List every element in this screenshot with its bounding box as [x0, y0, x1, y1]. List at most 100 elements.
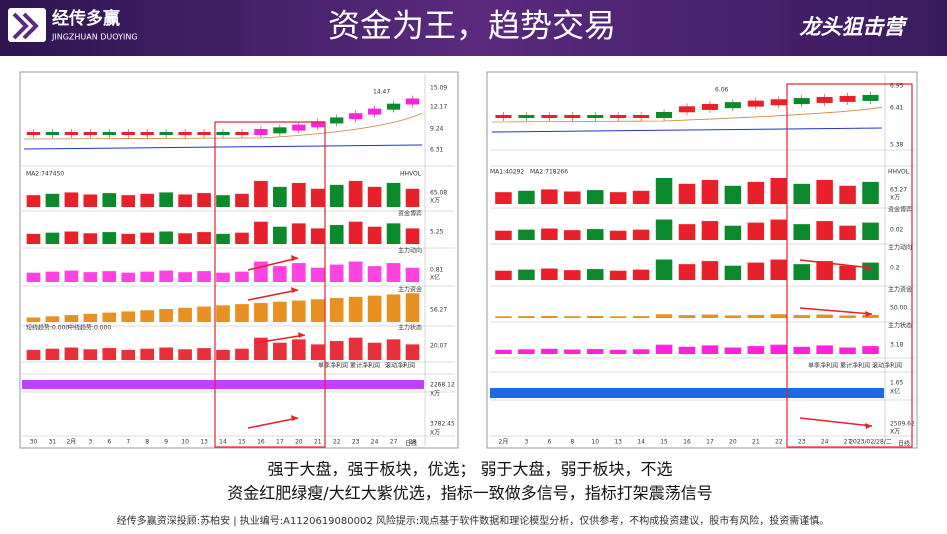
date-label: 31	[49, 439, 57, 446]
date-label: 27	[390, 439, 398, 446]
panel-label: MA2:718266	[530, 169, 568, 176]
axis-label: 56.27	[430, 307, 447, 314]
fund-bar	[770, 314, 788, 318]
game-bar	[724, 225, 742, 240]
vol-bar	[235, 193, 249, 207]
flow-bar	[140, 271, 155, 282]
flow-bar	[816, 261, 833, 280]
flow-bar	[367, 266, 382, 282]
arrow-head	[865, 265, 872, 271]
flow-bar	[701, 261, 719, 280]
candle	[349, 113, 363, 120]
axis-label: 9.24	[430, 126, 444, 133]
candle	[656, 112, 673, 118]
date-label: 24	[821, 439, 829, 446]
flow-bar	[518, 269, 535, 280]
date-label: 20	[295, 439, 303, 446]
date-label: 30	[30, 439, 38, 446]
state-bar	[678, 346, 696, 354]
state-bar	[386, 339, 401, 360]
candle	[159, 132, 173, 135]
vol-bar	[609, 192, 627, 204]
panel-label: 主力资金	[888, 286, 912, 294]
fund-bar	[348, 296, 363, 322]
fund-bar	[564, 316, 581, 318]
fund-bar	[405, 293, 420, 322]
fund-bar	[495, 316, 512, 318]
vol-bar	[724, 185, 742, 204]
vol-bar	[45, 193, 60, 207]
game-bar	[862, 222, 879, 240]
arrow-head	[865, 311, 872, 317]
date-label: 14	[637, 439, 645, 446]
flow-bar	[178, 272, 192, 282]
axis-label: X亿	[430, 274, 440, 282]
fund-bar	[839, 315, 856, 318]
axis-label: X万	[430, 198, 440, 205]
axis-label: 0.2	[890, 265, 900, 272]
candle	[178, 132, 192, 135]
arrow-head	[291, 287, 298, 293]
vol-bar	[310, 188, 325, 207]
vol-bar	[83, 194, 98, 207]
flow-bar	[254, 261, 268, 282]
footer: 经传多赢资深投顾:苏柏安 | 执业编号:A1120619080002 风险提示:…	[117, 514, 830, 527]
date-label: 3	[88, 439, 92, 446]
game-bar	[159, 231, 173, 244]
vol-bar	[632, 190, 650, 204]
flow-bar	[26, 272, 41, 282]
date-label: 28	[409, 439, 417, 446]
flow-bar	[291, 263, 306, 282]
panel-label: HHVOL	[400, 171, 422, 178]
state-bar	[273, 342, 287, 360]
panel-label: 短线趋势:0.000	[26, 324, 69, 332]
axis-label: X亿	[890, 388, 900, 396]
axis-label: 0.81	[430, 267, 444, 274]
game-bar	[495, 230, 512, 240]
game-bar	[216, 233, 230, 244]
ma-line	[491, 106, 883, 123]
flow-bar	[348, 261, 363, 282]
state-bar	[197, 348, 211, 360]
candle	[386, 103, 401, 110]
date-label: 13	[200, 439, 208, 446]
state-bar	[816, 345, 833, 354]
date-label: 21	[752, 439, 760, 446]
vol-bar	[701, 179, 719, 204]
candle	[254, 129, 268, 135]
flow-bar	[329, 264, 344, 282]
fund-bar	[816, 314, 833, 318]
axis-label: X万	[890, 195, 900, 202]
axis-label: 0.02	[890, 227, 904, 234]
state-bar	[45, 348, 60, 360]
axis-label: 15.09	[430, 85, 447, 92]
game-bar	[770, 219, 788, 240]
game-bar	[273, 226, 287, 244]
game-bar	[348, 221, 363, 244]
flow-bar	[609, 270, 627, 280]
game-bar	[816, 221, 833, 240]
arrow	[799, 307, 873, 315]
vol-bar	[140, 193, 155, 207]
panel-label: 资金博弈	[888, 206, 912, 214]
arrow	[254, 334, 306, 344]
candle	[678, 106, 696, 113]
vol-bar	[793, 183, 810, 204]
panel-label: 日线	[898, 440, 910, 448]
indicator-band	[490, 388, 884, 398]
candle	[121, 132, 135, 135]
game-bar	[405, 228, 420, 244]
fund-bar	[310, 299, 325, 322]
flow-bar	[655, 259, 673, 280]
axis-label: 6.95	[890, 83, 904, 90]
vol-bar	[367, 186, 382, 207]
game-bar	[197, 232, 211, 244]
vol-bar	[64, 192, 79, 207]
fund-bar	[329, 298, 344, 322]
game-bar	[564, 230, 581, 240]
axis-label: X万	[890, 429, 900, 436]
fund-bar	[64, 315, 79, 322]
fund-bar	[678, 315, 696, 318]
candle	[724, 102, 741, 109]
